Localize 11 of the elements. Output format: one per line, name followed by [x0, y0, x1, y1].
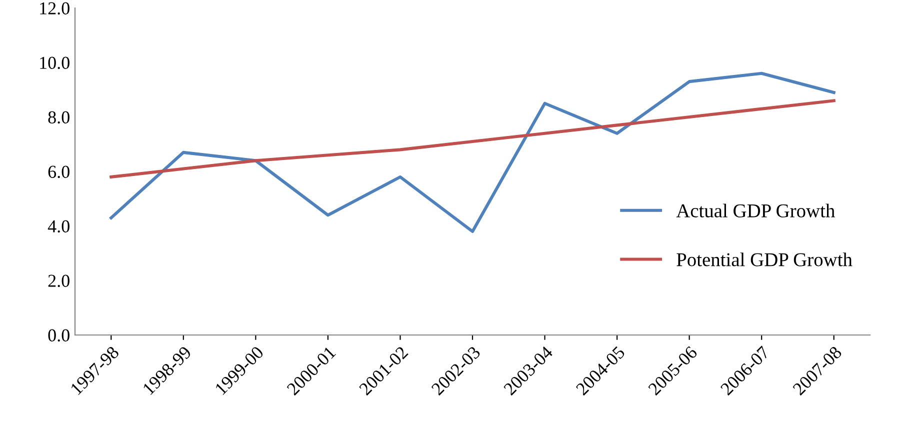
- legend-label: Potential GDP Growth: [676, 252, 852, 266]
- line-series: [110, 99, 836, 178]
- y-tick-label: 2.0: [48, 274, 70, 288]
- y-tick-label: 8.0: [48, 111, 70, 124]
- y-tick-label: 12.0: [40, 2, 70, 15]
- line-series: [110, 72, 836, 233]
- y-tick-label: 6.0: [48, 166, 70, 178]
- y-tick-label: 4.0: [48, 220, 70, 233]
- y-tick-label: 0.0: [48, 329, 70, 342]
- y-tick-label: 10.0: [40, 56, 70, 70]
- legend-label: Actual GDP Growth: [676, 204, 835, 218]
